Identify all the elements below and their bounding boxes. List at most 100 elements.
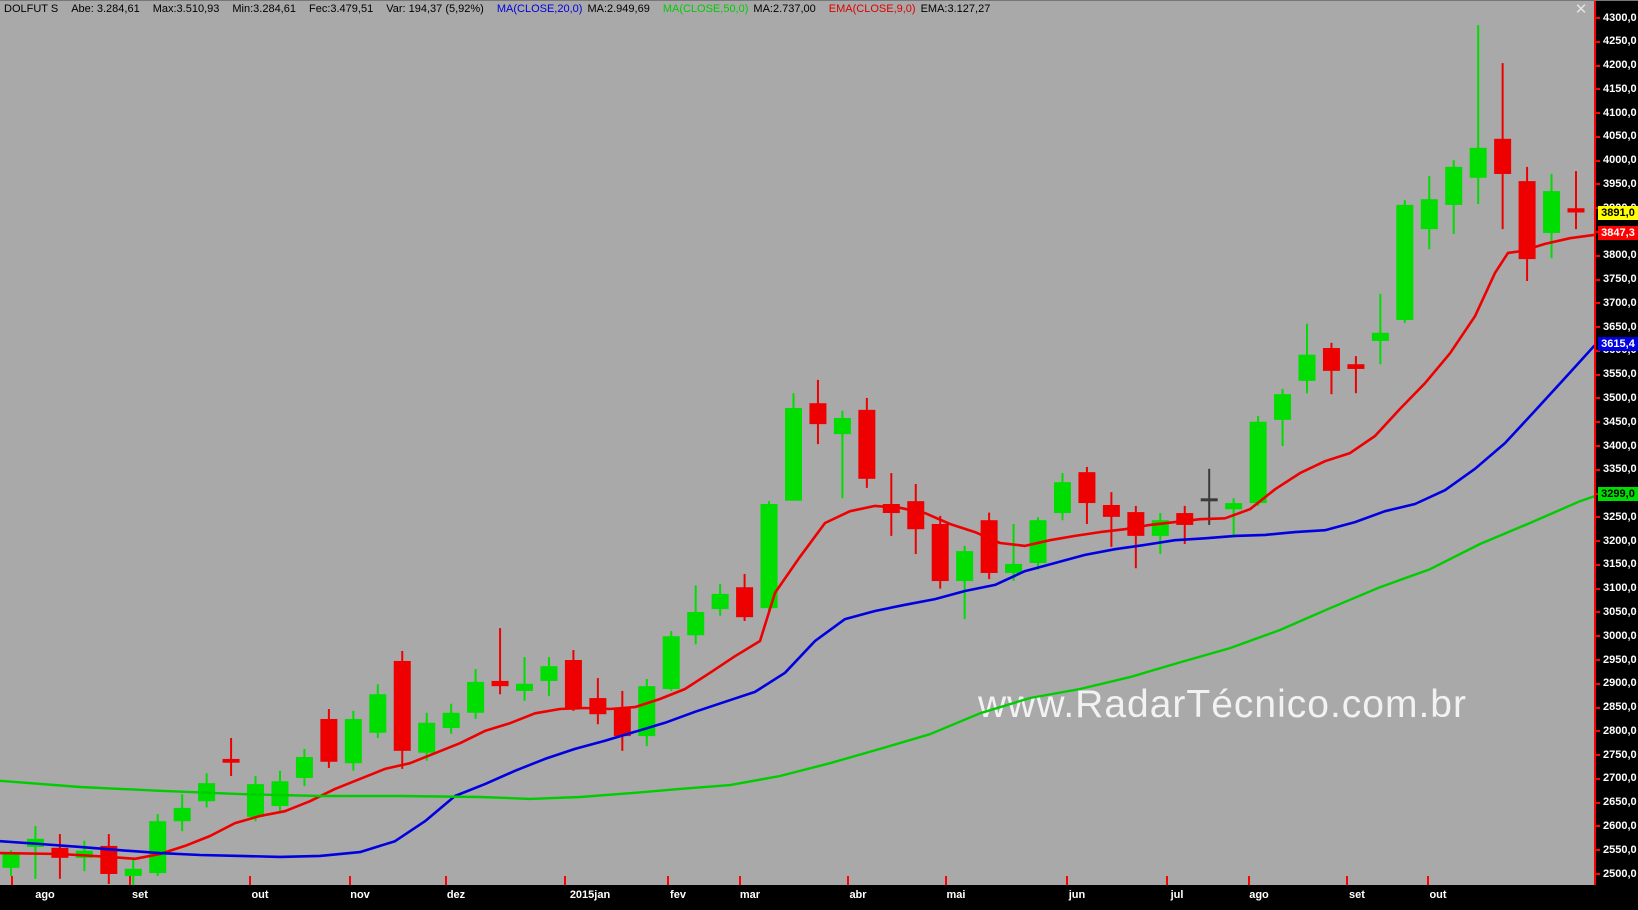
header-stat: Fec:3.479,51 bbox=[308, 3, 374, 15]
price-axis-tick bbox=[1596, 112, 1600, 115]
price-axis-label: 4100,0 bbox=[1603, 106, 1637, 119]
candle-body bbox=[1494, 138, 1512, 174]
time-axis[interactable]: ago set out nov dez 2015jan fev mar abr mai jun jul… bbox=[0, 885, 1638, 910]
price-axis-label: 3750,0 bbox=[1603, 273, 1637, 286]
price-axis-tick bbox=[1596, 373, 1600, 376]
month-label-ago: ago bbox=[1249, 889, 1269, 901]
price-axis-tick bbox=[1596, 349, 1600, 352]
candle-body bbox=[1445, 166, 1463, 205]
header-stat: EMA:3.127,27 bbox=[920, 3, 991, 15]
month-label-mai: mai bbox=[946, 889, 966, 901]
header-stat: Var: 194,37 (5,92%) bbox=[386, 3, 484, 15]
price-axis-tick bbox=[1596, 421, 1600, 424]
candle-body bbox=[833, 417, 851, 435]
price-axis-tick bbox=[1596, 587, 1600, 590]
price-axis-label: 3700,0 bbox=[1603, 296, 1637, 309]
price-axis-label: 3200,0 bbox=[1603, 534, 1637, 547]
price-axis-label: 2750,0 bbox=[1603, 748, 1637, 761]
price-axis[interactable]: 4300,0 4250,0 4200,0 4150,0 4100,0 4050,0 4000… bbox=[1594, 1, 1638, 885]
indicator-label: MA(CLOSE,50,0) bbox=[662, 3, 749, 15]
candle-body bbox=[1322, 348, 1340, 371]
header-stat: MA:2.949,69 bbox=[587, 3, 650, 15]
price-axis-label: 3150,0 bbox=[1603, 558, 1637, 571]
candle-body bbox=[1469, 147, 1487, 178]
month-label-out: out bbox=[251, 889, 269, 901]
month-tick bbox=[945, 876, 947, 885]
price-axis-label: 4050,0 bbox=[1603, 130, 1637, 143]
month-label-ago: ago bbox=[35, 889, 55, 901]
price-marker-ma50-value: 3299,0 bbox=[1598, 487, 1638, 502]
candle-body bbox=[638, 686, 656, 737]
price-axis-tick bbox=[1596, 516, 1600, 519]
price-axis-label: 2500,0 bbox=[1603, 867, 1637, 880]
header-stat: Min:3.284,61 bbox=[232, 3, 296, 15]
candle-body bbox=[2, 853, 20, 868]
price-axis-tick bbox=[1596, 706, 1600, 709]
price-axis-label: 3050,0 bbox=[1603, 605, 1637, 618]
candle-body bbox=[491, 680, 509, 687]
candle-body bbox=[687, 611, 705, 636]
ma-line-ma-close-20-0- bbox=[0, 344, 1594, 859]
price-axis-label: 3250,0 bbox=[1603, 510, 1637, 523]
price-axis-tick bbox=[1596, 825, 1600, 828]
candle-body bbox=[344, 718, 362, 764]
month-label-mar: mar bbox=[739, 889, 761, 901]
price-axis-label: 2900,0 bbox=[1603, 677, 1637, 690]
price-axis-label: 4250,0 bbox=[1603, 35, 1637, 48]
candle-body bbox=[1200, 498, 1218, 502]
price-axis-label: 3450,0 bbox=[1603, 415, 1637, 428]
price-marker-ema9-value: 3847,3 bbox=[1598, 226, 1638, 241]
price-axis-tick bbox=[1596, 135, 1600, 138]
price-axis-tick bbox=[1596, 635, 1600, 638]
price-axis-label: 3550,0 bbox=[1603, 368, 1637, 381]
price-axis-tick bbox=[1596, 302, 1600, 305]
candle-body bbox=[467, 681, 485, 713]
candle-body bbox=[1102, 504, 1120, 517]
price-axis-tick bbox=[1596, 64, 1600, 67]
price-axis-label: 3950,0 bbox=[1603, 177, 1637, 190]
month-tick bbox=[847, 876, 849, 885]
price-axis-tick bbox=[1596, 849, 1600, 852]
candle-body bbox=[882, 504, 900, 514]
price-axis-label: 3650,0 bbox=[1603, 320, 1637, 333]
price-marker-ma20-value: 3615,4 bbox=[1598, 336, 1638, 351]
price-axis-label: 3350,0 bbox=[1603, 463, 1637, 476]
ma-line-ema-close-9-0- bbox=[0, 233, 1594, 861]
ma-line-ma-close-50-0- bbox=[0, 495, 1594, 801]
candle-body bbox=[540, 666, 558, 681]
candlestick-chart[interactable] bbox=[0, 1, 1594, 885]
candle-body bbox=[222, 758, 240, 763]
candle-body bbox=[1053, 482, 1071, 514]
month-tick bbox=[667, 876, 669, 885]
candle-body bbox=[247, 784, 265, 817]
month-tick bbox=[11, 876, 13, 885]
candle-body bbox=[1078, 472, 1096, 504]
price-axis-tick bbox=[1596, 278, 1600, 281]
price-axis-label: 3100,0 bbox=[1603, 582, 1637, 595]
candle-body bbox=[956, 551, 974, 582]
month-tick bbox=[739, 876, 741, 885]
price-axis-tick bbox=[1596, 326, 1600, 329]
close-icon[interactable]: ✕ bbox=[1574, 1, 1588, 18]
candle-body bbox=[100, 845, 118, 874]
price-axis-tick bbox=[1596, 40, 1600, 43]
candle-body bbox=[1396, 204, 1414, 320]
indicator-label: MA(CLOSE,20,0) bbox=[496, 3, 583, 15]
month-label-out: out bbox=[1429, 889, 1447, 901]
price-axis-tick bbox=[1596, 777, 1600, 780]
candle-body bbox=[271, 781, 289, 806]
price-axis-label: 3500,0 bbox=[1603, 391, 1637, 404]
header-stat: Max:3.510,93 bbox=[152, 3, 220, 15]
month-label-set: set bbox=[1349, 889, 1365, 901]
candle-body bbox=[320, 718, 338, 762]
candle-body bbox=[369, 694, 387, 733]
price-axis-tick bbox=[1596, 682, 1600, 685]
indicator-label: EMA(CLOSE,9,0) bbox=[828, 3, 916, 15]
month-tick bbox=[129, 876, 131, 885]
candle-body bbox=[760, 504, 778, 609]
month-tick bbox=[1346, 876, 1348, 885]
candle-body bbox=[442, 712, 460, 729]
price-marker-last-price: 3891,0 bbox=[1598, 205, 1638, 220]
price-axis-tick bbox=[1596, 397, 1600, 400]
price-axis-label: 4150,0 bbox=[1603, 82, 1637, 95]
